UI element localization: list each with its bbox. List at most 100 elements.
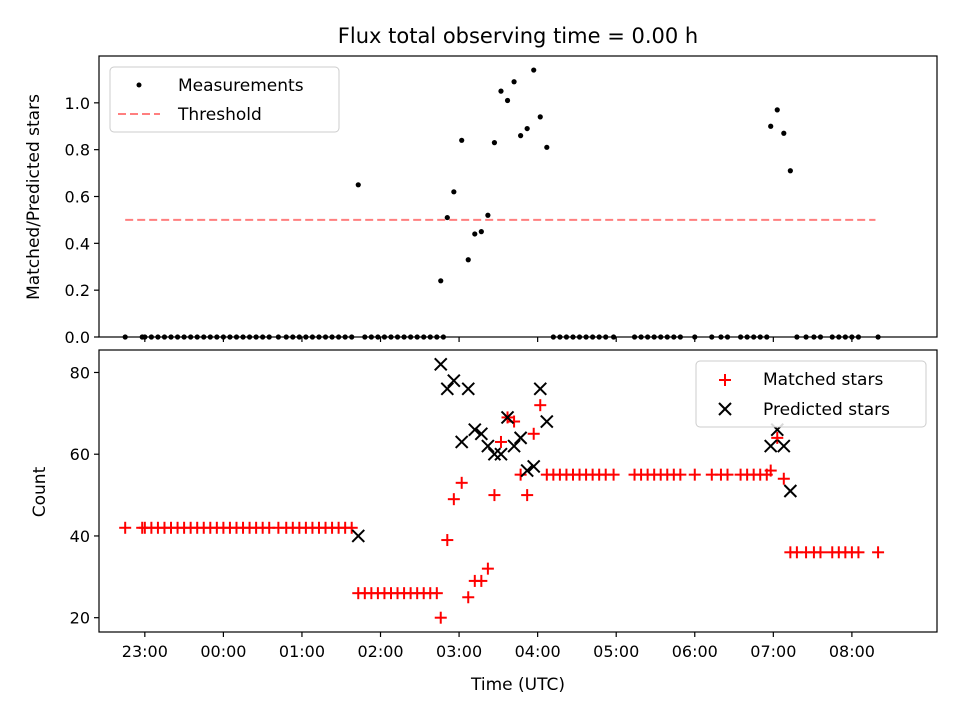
y-tick-label: 0.6 xyxy=(65,188,90,207)
legend-label-matched: Matched stars xyxy=(763,370,883,390)
matched-star-point xyxy=(527,427,540,440)
y-tick-label: 40 xyxy=(70,527,90,546)
matched-star-point xyxy=(475,574,488,587)
matched-star-point xyxy=(607,468,620,481)
predicted-star-point xyxy=(777,439,791,453)
legend-label-measurements: Measurements xyxy=(178,76,304,96)
predicted-star-point xyxy=(513,431,528,445)
predicted-star-point xyxy=(440,382,455,396)
measurement-point xyxy=(355,182,361,188)
measurement-point xyxy=(537,114,543,120)
matched-star-point xyxy=(481,562,494,575)
measurement-point xyxy=(531,67,537,73)
y-tick-label: 0.2 xyxy=(65,281,90,300)
legend-marker-x xyxy=(718,402,732,416)
measurement-point xyxy=(465,257,471,263)
predicted-star-point xyxy=(533,382,547,396)
matched-star-point xyxy=(521,489,534,502)
measurement-point xyxy=(459,137,465,143)
predicted-star-point xyxy=(481,439,495,453)
matched-star-point xyxy=(508,415,521,428)
legend-box xyxy=(109,66,340,133)
predicted-star-point xyxy=(447,373,461,388)
predicted-star-point xyxy=(507,439,521,453)
legend-label-threshold: Threshold xyxy=(177,105,262,125)
matched-star-point xyxy=(455,476,468,489)
matched-star-point xyxy=(345,521,358,534)
matched-star-point xyxy=(488,489,501,502)
predicted-star-point xyxy=(783,484,798,498)
matched-star-point xyxy=(434,611,447,624)
predicted-star-point xyxy=(764,439,778,453)
matched-star-point xyxy=(852,546,865,559)
measurements-panel: Flux total observing time = 0.00 h Match… xyxy=(24,24,938,347)
x-tick-label: 01:00 xyxy=(279,642,325,661)
predicted-star-point xyxy=(500,410,515,425)
y-tick-label: 80 xyxy=(70,363,90,382)
y-tick-label: 60 xyxy=(70,445,90,464)
y-ticks-count: 20 40 60 80 xyxy=(70,363,99,628)
predicted-star-point xyxy=(468,422,482,437)
x-tick-label: 08:00 xyxy=(829,642,875,661)
measurement-point xyxy=(768,123,774,129)
matched-star-point xyxy=(494,435,507,448)
legend-marker-plus xyxy=(719,374,731,386)
predicted-star-point xyxy=(520,463,534,478)
matched-star-point xyxy=(462,591,475,604)
measurement-point xyxy=(787,168,793,174)
matched-star-point xyxy=(777,472,790,485)
measurement-point xyxy=(524,125,530,132)
y-tick-label: 0.0 xyxy=(65,328,90,347)
measurement-point xyxy=(511,79,517,85)
measurement-point xyxy=(774,107,780,113)
x-tick-label: 00:00 xyxy=(200,642,246,661)
measurement-point xyxy=(485,212,491,218)
predicted-star-point xyxy=(461,382,475,396)
matched-star-point xyxy=(514,468,527,481)
y-tick-label: 1.0 xyxy=(65,94,90,113)
measurement-point xyxy=(504,97,511,104)
measurement-point xyxy=(491,140,498,146)
plot-area-count xyxy=(119,357,885,624)
measurement-point xyxy=(444,214,450,221)
legend-top: Measurements Threshold xyxy=(109,66,340,133)
legend-marker-dot xyxy=(136,82,142,88)
matched-star-point xyxy=(771,431,784,444)
measurement-point xyxy=(478,229,484,235)
matched-star-point xyxy=(764,464,777,477)
x-tick-label: 23:00 xyxy=(122,642,168,661)
matched-star-point xyxy=(814,546,827,559)
matched-star-point xyxy=(872,546,885,559)
legend-bottom: Matched stars Predicted stars xyxy=(695,360,927,428)
measurement-point xyxy=(472,231,478,237)
x-ticks-top xyxy=(144,337,853,342)
predicted-star-point xyxy=(487,447,502,461)
matched-star-point xyxy=(447,493,460,506)
predicted-star-point xyxy=(540,414,554,429)
y-axis-label-count: Count xyxy=(30,466,50,517)
y-tick-label: 0.4 xyxy=(65,234,90,253)
axes-frame-bottom xyxy=(98,349,938,633)
axes-frame-top xyxy=(98,55,938,338)
x-tick-label: 07:00 xyxy=(750,642,796,661)
measurement-point xyxy=(451,189,457,195)
x-tick-label: 02:00 xyxy=(357,642,403,661)
plot-area-ratio xyxy=(122,67,881,340)
counts-panel: Count Time (UTC) 20 40 60 80 23:00 00:00 01:0… xyxy=(30,349,938,695)
legend-label-predicted: Predicted stars xyxy=(763,400,890,420)
x-ticks-time: 23:00 00:00 01:00 02:00 03:00 04:00 05:00 06:00… xyxy=(122,632,875,661)
x-tick-label: 06:00 xyxy=(672,642,718,661)
y-tick-label: 20 xyxy=(70,609,90,628)
matched-star-point xyxy=(688,468,701,481)
legend-box xyxy=(695,360,927,428)
x-tick-label: 04:00 xyxy=(515,642,561,661)
matched-star-point xyxy=(721,468,734,481)
y-axis-label-ratio: Matched/Predicted stars xyxy=(24,94,44,300)
matched-star-point xyxy=(534,399,547,412)
predicted-star-point xyxy=(454,435,469,449)
measurement-point xyxy=(544,144,550,150)
measurement-point xyxy=(781,130,787,136)
measurement-point xyxy=(438,278,444,284)
measurement-point xyxy=(518,133,524,139)
matched-star-point xyxy=(119,521,132,534)
